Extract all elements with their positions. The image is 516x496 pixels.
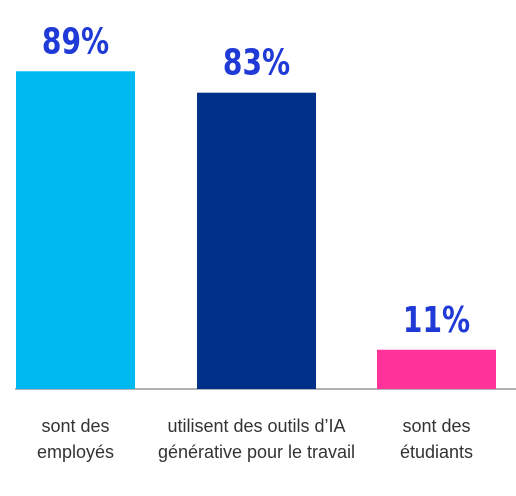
bar [377,349,496,389]
value-label: 11% [403,298,470,340]
bar [16,71,135,390]
bar [197,92,316,389]
category-label: sont des étudiants [399,416,474,462]
category-label: utilisent des outils d’IA générative pou… [157,416,356,462]
value-label: 83% [223,41,290,83]
value-label: 89% [42,20,109,62]
category-label: sont des employés [36,416,115,462]
